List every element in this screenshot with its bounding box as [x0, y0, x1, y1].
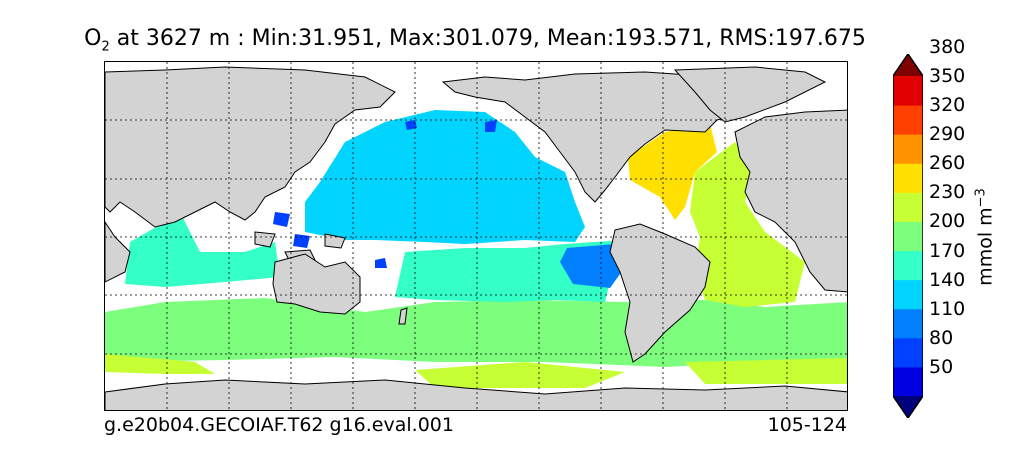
field-east-pacific-low: [560, 244, 625, 288]
colorbar: [893, 54, 923, 418]
graticule: [105, 62, 847, 410]
field-southern-ocean: [105, 298, 847, 367]
units-text: mmol m: [974, 207, 997, 286]
colorbar-segment: [893, 308, 923, 339]
colorbar-tick-label: 320: [929, 94, 966, 117]
run-name-label: g.e20b04.GECOIAF.T62 g16.eval.001: [104, 414, 454, 436]
world-map: [104, 61, 848, 411]
colorbar-segment: [893, 192, 923, 222]
field-north-pacific: [305, 110, 585, 244]
colorbar-segment: [893, 337, 923, 368]
land-south-america: [609, 223, 711, 363]
colorbar-tick-label: 80: [929, 326, 954, 349]
land-masses: [105, 66, 847, 410]
title-species-subscript: 2: [101, 39, 110, 55]
colorbar-tick-label: 50: [929, 355, 954, 378]
colorbar-segments: [893, 54, 923, 418]
title-stats: at 3627 m : Min:31.951, Max:301.079, Mea…: [109, 26, 866, 51]
colorbar-tick-label: 140: [929, 268, 966, 291]
ocean-oxygen-field: [105, 110, 847, 388]
colorbar-segment: [893, 366, 923, 397]
colorbar-tick-label: 260: [929, 152, 966, 175]
colorbar-segment: [893, 163, 923, 193]
colorbar-extend-min: [893, 396, 923, 418]
colorbar-segment: [893, 279, 923, 310]
land-australia: [272, 253, 361, 315]
colorbar-tick-label: 290: [929, 123, 966, 146]
colorbar-tick-label: 200: [929, 210, 966, 233]
land-new-zealand: [398, 307, 408, 325]
title-species: O: [84, 26, 102, 51]
colorbar-extend-max: [893, 54, 923, 76]
colorbar-segment: [893, 105, 923, 135]
land-africa-west: [734, 109, 847, 293]
years-label: 105-124: [767, 414, 847, 436]
land-north-america: [441, 71, 756, 203]
colorbar-tick-label: 350: [929, 65, 966, 87]
colorbar-segment: [893, 76, 923, 106]
colorbar-tick-label: 170: [929, 239, 966, 262]
colorbar-segment: [893, 134, 923, 164]
colorbar-tick-label: 110: [929, 297, 966, 320]
land-eurasia-east: [105, 66, 396, 228]
colorbar-tick-label: 380: [929, 35, 966, 58]
field-southern-lower: [105, 354, 847, 388]
field-atlantic: [690, 142, 805, 307]
colorbar-tick-label: 230: [929, 181, 966, 204]
plot-title: O2 at 3627 m : Min:31.951, Max:301.079, …: [0, 26, 950, 54]
units-exponent: −3: [973, 188, 989, 208]
field-north-atlantic: [628, 124, 717, 220]
colorbar-segment: [893, 221, 923, 252]
land-greenland: [673, 66, 827, 123]
colorbar-units: mmol m−3: [973, 188, 996, 286]
land-antarctica: [105, 379, 847, 410]
field-indian-ocean: [125, 212, 280, 287]
colorbar-segment: [893, 250, 923, 281]
